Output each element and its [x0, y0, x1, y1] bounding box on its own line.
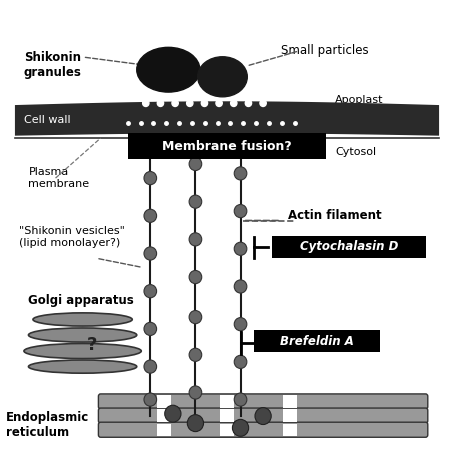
Text: "Shikonin vesicles"
(lipid monolayer?): "Shikonin vesicles" (lipid monolayer?) [20, 226, 125, 248]
Circle shape [189, 138, 202, 152]
Circle shape [189, 310, 202, 324]
Circle shape [234, 204, 247, 218]
Circle shape [234, 280, 247, 293]
Circle shape [172, 100, 178, 107]
Bar [157, 395, 171, 408]
Circle shape [144, 322, 157, 336]
Text: Cytosol: Cytosol [336, 147, 376, 157]
Text: Golgi apparatus: Golgi apparatus [29, 294, 134, 307]
Circle shape [231, 100, 237, 107]
Circle shape [144, 360, 157, 373]
FancyBboxPatch shape [99, 422, 428, 438]
Circle shape [189, 271, 202, 283]
Text: Small particles: Small particles [281, 44, 369, 57]
FancyBboxPatch shape [272, 236, 425, 258]
Circle shape [189, 195, 202, 208]
Circle shape [260, 100, 266, 107]
Circle shape [144, 284, 157, 298]
Bar [283, 410, 297, 422]
Circle shape [144, 172, 157, 185]
Circle shape [234, 242, 247, 255]
Circle shape [245, 100, 252, 107]
Circle shape [144, 247, 157, 260]
Bar [220, 424, 234, 436]
Text: Actin filament: Actin filament [288, 210, 381, 222]
Circle shape [189, 386, 202, 399]
Circle shape [232, 419, 249, 437]
Text: Cytochalasin D: Cytochalasin D [300, 240, 398, 254]
Bar [283, 424, 297, 436]
Ellipse shape [24, 344, 141, 358]
Circle shape [216, 100, 222, 107]
Ellipse shape [197, 57, 247, 97]
Text: Plasma
membrane: Plasma membrane [29, 167, 89, 189]
Text: Brefeldin A: Brefeldin A [280, 335, 354, 347]
Circle shape [144, 209, 157, 222]
Text: ?: ? [86, 337, 97, 355]
Circle shape [234, 318, 247, 331]
FancyBboxPatch shape [99, 408, 428, 423]
FancyBboxPatch shape [99, 394, 428, 409]
Ellipse shape [29, 328, 137, 342]
Text: Membrane fusion?: Membrane fusion? [162, 140, 292, 153]
Circle shape [189, 233, 202, 246]
Text: Shikonin
granules: Shikonin granules [24, 51, 82, 79]
Ellipse shape [29, 360, 137, 373]
Circle shape [144, 393, 157, 406]
Bar [283, 395, 297, 408]
Text: Endoplasmic
reticulum: Endoplasmic reticulum [6, 411, 89, 439]
Circle shape [201, 100, 207, 107]
Circle shape [157, 100, 163, 107]
FancyBboxPatch shape [128, 133, 326, 159]
Ellipse shape [137, 47, 200, 92]
Circle shape [234, 138, 247, 152]
Circle shape [144, 138, 157, 152]
Circle shape [187, 100, 193, 107]
Circle shape [255, 408, 271, 425]
Circle shape [234, 167, 247, 180]
Text: Apoplast: Apoplast [336, 95, 384, 105]
Bar [157, 424, 171, 436]
Circle shape [234, 356, 247, 368]
Bar [220, 410, 234, 422]
PathPatch shape [15, 101, 439, 136]
Text: Cell wall: Cell wall [24, 115, 70, 125]
Circle shape [188, 415, 203, 432]
Ellipse shape [33, 313, 132, 326]
Bar [220, 395, 234, 408]
Circle shape [165, 405, 181, 422]
Circle shape [234, 393, 247, 406]
Circle shape [189, 348, 202, 361]
Circle shape [143, 100, 149, 107]
Circle shape [189, 157, 202, 171]
FancyBboxPatch shape [254, 330, 380, 353]
Bar [157, 410, 171, 422]
